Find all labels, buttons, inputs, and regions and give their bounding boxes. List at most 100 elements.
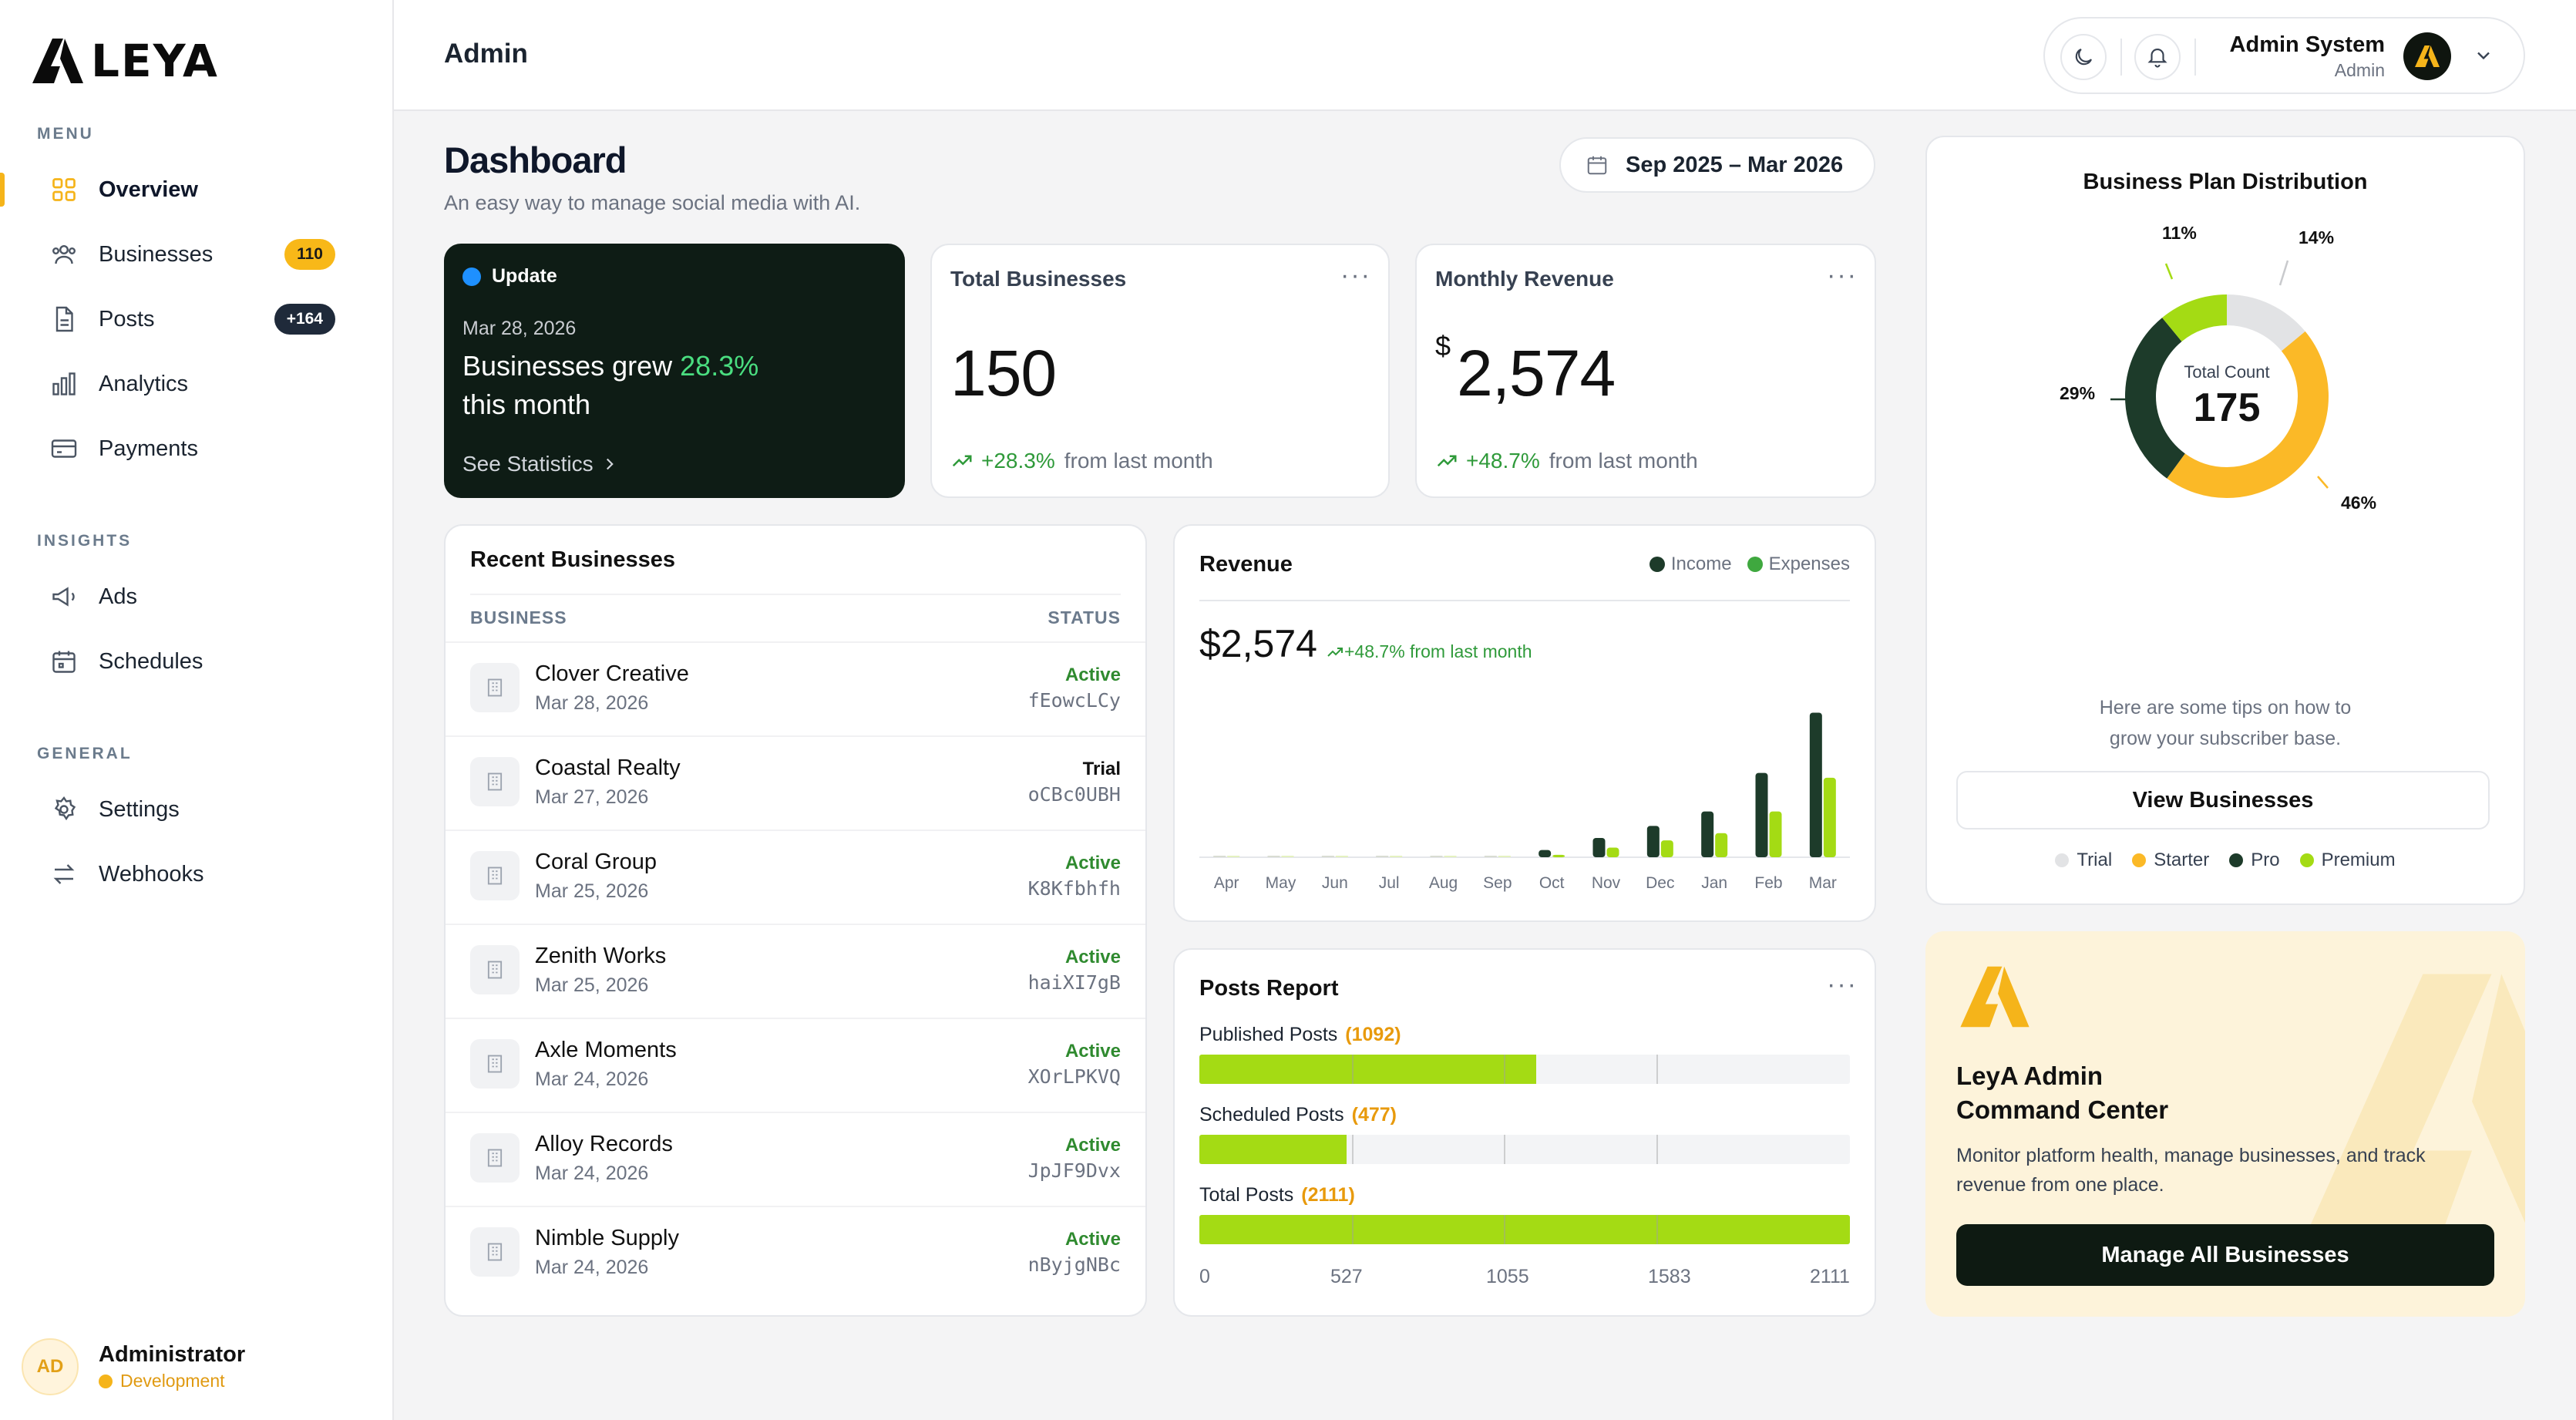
bar-expenses-jan[interactable] [1715, 833, 1728, 857]
sidebar-item-label: Posts [99, 306, 155, 331]
posts-bar-fill[interactable] [1199, 1055, 1536, 1084]
legend-swatch-income [1649, 557, 1665, 572]
divider [2194, 39, 2196, 76]
bar-expenses-may[interactable] [1281, 856, 1294, 857]
tips-line: Here are some tips on how to [2099, 697, 2352, 718]
date-range-picker[interactable]: Sep 2025 – Mar 2026 [1559, 137, 1875, 193]
date-range-label: Sep 2025 – Mar 2026 [1626, 152, 1844, 177]
bar-expenses-mar[interactable] [1823, 777, 1836, 857]
slice-percent-label: 29% [2060, 383, 2095, 403]
bar-income-mar[interactable] [1809, 712, 1822, 858]
more-options-icon[interactable]: ··· [1827, 261, 1858, 290]
grid-line [1656, 1135, 1658, 1164]
notifications-button[interactable] [2134, 34, 2181, 80]
view-businesses-button[interactable]: View Businesses [1956, 771, 2490, 829]
bar-income-feb[interactable] [1755, 772, 1768, 857]
revenue-value: $2,574 [1199, 622, 1317, 665]
donut-center-label: Total Count [2184, 362, 2269, 382]
business-date: Mar 24, 2026 [535, 1068, 649, 1090]
status-badge: Active [1064, 1135, 1121, 1156]
sidebar-item-payments[interactable]: Payments [0, 419, 394, 478]
bar-expenses-oct[interactable] [1552, 854, 1565, 857]
bar-income-nov[interactable] [1592, 838, 1606, 857]
status-badge: Active [1064, 1229, 1121, 1250]
bar-income-may[interactable] [1267, 856, 1280, 857]
x-tick-label: Nov [1592, 874, 1621, 892]
header-user-name[interactable]: Admin System [2229, 32, 2385, 57]
posts-bar-fill[interactable] [1199, 1215, 1850, 1244]
x-tick-label: 1583 [1648, 1266, 1691, 1287]
theme-toggle-button[interactable] [2060, 34, 2107, 80]
table-row[interactable]: Alloy Records Mar 24, 2026 Active JpJF9Dvx [446, 1112, 1145, 1206]
donut-slice-premium[interactable] [2125, 294, 2329, 498]
bar-expenses-jul[interactable] [1390, 856, 1403, 857]
bar-expenses-apr[interactable] [1227, 856, 1240, 857]
bar-income-jul[interactable] [1376, 856, 1389, 857]
posts-bar-fill[interactable] [1199, 1135, 1347, 1164]
bar-count: (1092) [1345, 1024, 1401, 1045]
card-title: Revenue [1199, 552, 1293, 577]
slice-percent-label: 11% [2162, 223, 2197, 243]
table-row[interactable]: Clover Creative Mar 28, 2026 Active fEowcLC… [446, 641, 1145, 735]
gear-icon [49, 795, 79, 824]
legend-swatch [2299, 853, 2314, 867]
legend-label-expenses: Expenses [1768, 554, 1850, 574]
bar-expenses-aug[interactable] [1444, 856, 1457, 857]
bar-income-oct[interactable] [1539, 850, 1552, 857]
update-tag-label: Update [492, 265, 557, 287]
table-row[interactable]: Axle Moments Mar 24, 2026 Active XOrLPKVQ [446, 1018, 1145, 1112]
business-name: Clover Creative [535, 661, 689, 686]
sidebar-item-analytics[interactable]: Analytics [0, 355, 394, 413]
sidebar-item-webhooks[interactable]: Webhooks [0, 845, 394, 903]
bar-income-apr[interactable] [1213, 856, 1226, 857]
bar-income-dec[interactable] [1646, 826, 1660, 857]
more-options-icon[interactable]: ··· [1340, 261, 1371, 290]
table-row[interactable]: Zenith Works Mar 25, 2026 Active haiXI7gB [446, 924, 1145, 1018]
manage-all-businesses-button[interactable]: Manage All Businesses [1956, 1224, 2494, 1286]
bar-count: (2111) [1301, 1184, 1355, 1206]
sidebar-item-posts[interactable]: Posts +164 [0, 290, 394, 348]
legend-label: Trial [2077, 850, 2113, 870]
change-text: from last month [1064, 449, 1213, 473]
donut-slice-pro[interactable] [2125, 294, 2329, 498]
bar-income-jun[interactable] [1321, 856, 1334, 857]
bar-income-jan[interactable] [1701, 811, 1714, 857]
legend-item-starter: Starter [2132, 850, 2209, 871]
sidebar-item-settings[interactable]: Settings [0, 780, 394, 839]
sidebar-user[interactable]: AD Administrator Development [22, 1338, 245, 1395]
x-tick-label: 0 [1199, 1266, 1210, 1287]
bar-expenses-jun[interactable] [1335, 856, 1348, 857]
change-percent: +28.3% [981, 449, 1055, 473]
sidebar-item-label: Overview [99, 177, 198, 202]
table-row[interactable]: Nimble Supply Mar 24, 2026 Active nByjgNBc [446, 1206, 1145, 1300]
revenue-change: +48.7% from last month [1326, 641, 1532, 662]
sidebar-item-label: Analytics [99, 371, 189, 396]
table-row[interactable]: Coastal Realty Mar 27, 2026 Trial oCBc0UBH [446, 735, 1145, 829]
sidebar-item-schedules[interactable]: Schedules [0, 632, 394, 691]
user-avatar[interactable] [2403, 32, 2451, 80]
bar-expenses-nov[interactable] [1606, 847, 1619, 858]
bar-income-sep[interactable] [1484, 856, 1497, 857]
bar-expenses-sep[interactable] [1498, 856, 1511, 857]
sidebar-item-label: Payments [99, 436, 198, 461]
header-user-panel: Admin System Admin [2043, 17, 2525, 94]
status-badge: Active [1064, 947, 1121, 967]
bar-income-aug[interactable] [1430, 856, 1443, 857]
sidebar-item-label: Businesses [99, 241, 214, 267]
chevron-right-icon [606, 458, 614, 470]
chevron-down-icon[interactable] [2473, 45, 2494, 70]
grid-line [1351, 1055, 1354, 1084]
sidebar-item-businesses[interactable]: Businesses 110 [0, 225, 394, 284]
sidebar-item-overview[interactable]: Overview [0, 160, 394, 219]
x-tick-label: Mar [1809, 874, 1837, 892]
logo[interactable]: LEYA [29, 34, 219, 88]
donut-slice-starter[interactable] [2125, 294, 2329, 498]
sidebar-item-label: Webhooks [99, 861, 204, 887]
table-row[interactable]: Coral Group Mar 25, 2026 Active K8Kfbhfh [446, 829, 1145, 924]
bar-expenses-feb[interactable] [1769, 811, 1782, 857]
status-badge: Trial [1082, 759, 1121, 779]
sidebar-item-ads[interactable]: Ads [0, 567, 394, 626]
more-options-icon[interactable]: ··· [1827, 970, 1858, 999]
see-statistics-link[interactable]: See Statistics [462, 452, 620, 476]
bar-expenses-dec[interactable] [1660, 840, 1673, 857]
